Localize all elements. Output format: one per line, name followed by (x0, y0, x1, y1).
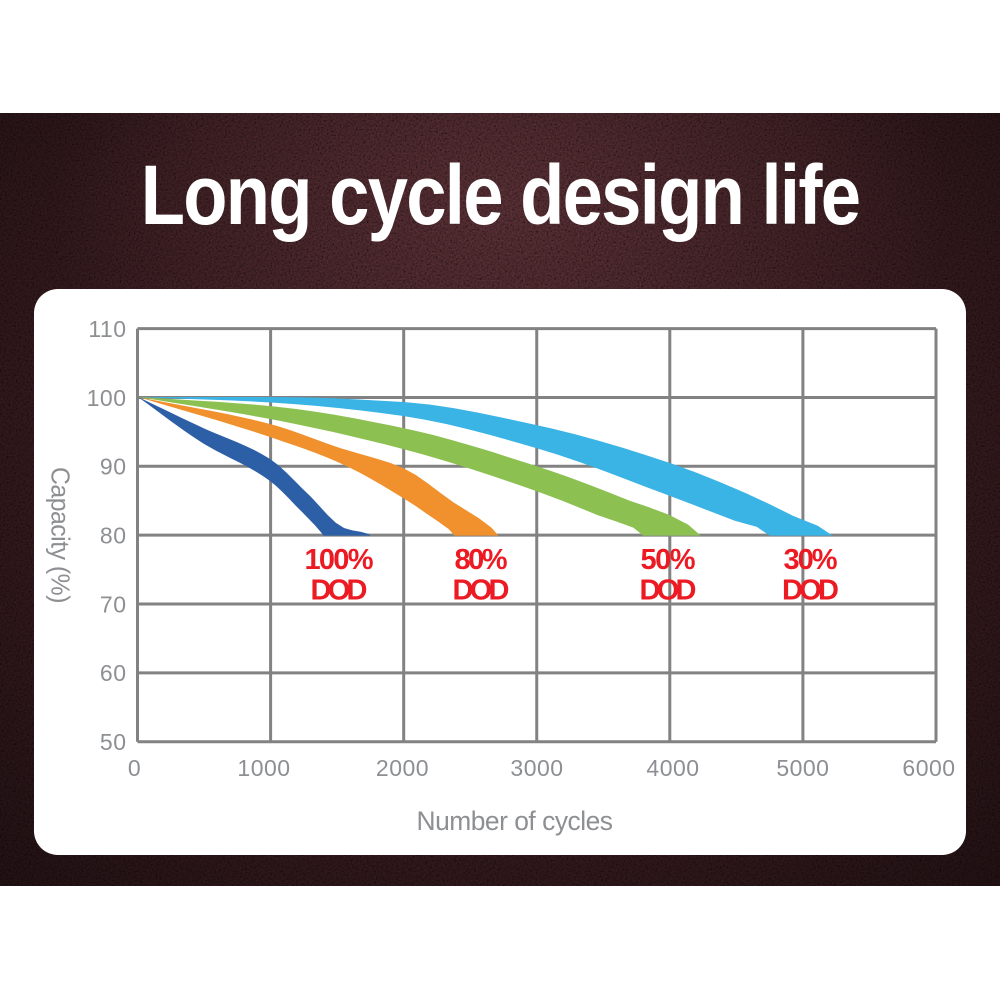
svg-text:100: 100 (87, 385, 127, 411)
svg-text:Capacity (%): Capacity (%) (46, 467, 76, 603)
svg-text:DOD: DOD (782, 575, 839, 607)
svg-text:70: 70 (100, 591, 127, 617)
svg-text:30%: 30% (784, 544, 838, 576)
svg-text:DOD: DOD (311, 575, 368, 607)
svg-text:DOD: DOD (453, 575, 510, 607)
svg-text:2000: 2000 (376, 755, 429, 781)
svg-text:Number of cycles: Number of cycles (417, 806, 613, 836)
svg-text:50%: 50% (641, 544, 696, 576)
svg-text:100%: 100% (305, 544, 374, 576)
svg-text:90: 90 (100, 454, 127, 480)
svg-text:DOD: DOD (640, 575, 697, 607)
svg-text:80%: 80% (455, 544, 508, 576)
svg-text:60: 60 (100, 660, 127, 686)
svg-text:80: 80 (100, 523, 127, 549)
svg-text:6000: 6000 (902, 755, 955, 781)
svg-text:1000: 1000 (237, 755, 290, 781)
svg-text:3000: 3000 (510, 755, 563, 781)
svg-text:5000: 5000 (776, 755, 829, 781)
svg-text:50: 50 (100, 729, 127, 755)
svg-text:4000: 4000 (646, 755, 699, 781)
svg-text:0: 0 (128, 755, 141, 781)
svg-text:110: 110 (88, 316, 126, 342)
